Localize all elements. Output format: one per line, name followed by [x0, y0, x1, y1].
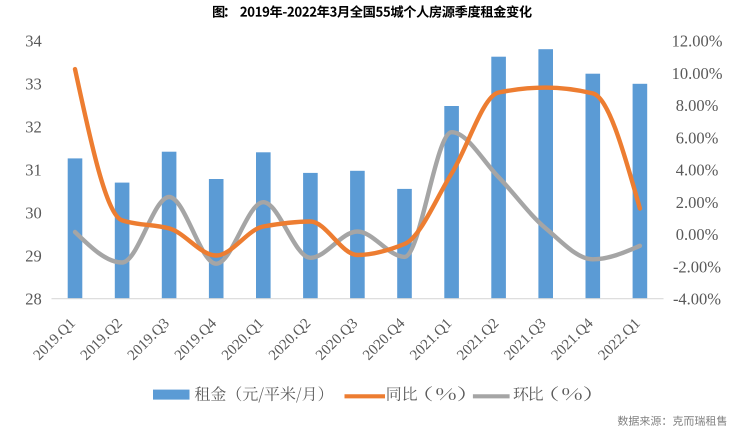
svg-text:0.00%: 0.00%: [676, 225, 719, 244]
svg-text:34: 34: [25, 32, 42, 51]
svg-text:29: 29: [25, 247, 42, 266]
svg-text:30: 30: [25, 204, 42, 223]
svg-text:32: 32: [25, 118, 42, 137]
svg-text:4.00%: 4.00%: [676, 161, 719, 180]
svg-text:31: 31: [25, 161, 42, 180]
svg-text:-4.00%: -4.00%: [673, 290, 721, 309]
svg-text:2.00%: 2.00%: [676, 193, 719, 212]
svg-text:33: 33: [25, 75, 42, 94]
svg-text:12.00%: 12.00%: [672, 32, 723, 51]
svg-text:28: 28: [25, 290, 42, 309]
svg-text:8.00%: 8.00%: [676, 96, 719, 115]
svg-text:10.00%: 10.00%: [672, 64, 723, 83]
svg-text:-2.00%: -2.00%: [673, 257, 721, 276]
svg-text:6.00%: 6.00%: [676, 128, 719, 147]
